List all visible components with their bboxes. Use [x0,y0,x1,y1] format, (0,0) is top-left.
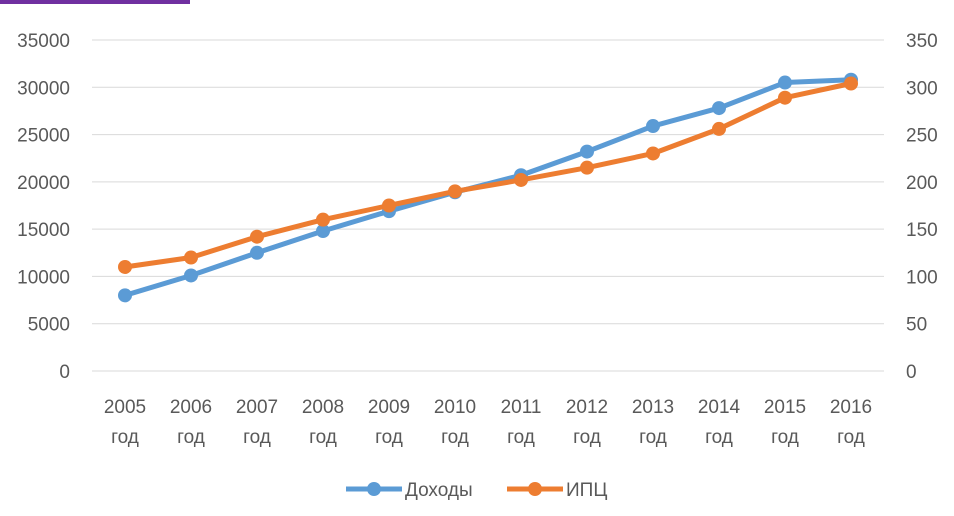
series-2-point [250,229,264,244]
x-tick-label: год [375,427,403,448]
x-tick-label: год [837,427,865,448]
y-right-tick-label: 350 [906,31,938,52]
y-left-tick-label: 5000 [28,315,70,336]
series-line-2 [122,81,854,270]
series-1-point [580,144,594,159]
x-tick-label: год [573,427,601,448]
y-left-tick-label: 30000 [17,78,70,99]
x-tick-label: 2011 [501,397,542,418]
x-tick-label: 2009 [368,397,410,418]
legend-label: Доходы [405,480,473,501]
x-tick-label: год [111,427,139,448]
series-2-point [514,172,528,187]
x-tick-label: год [639,427,667,448]
series-2-point [580,160,594,175]
x-tick-label: год [507,427,535,448]
series-2-point [646,146,660,161]
x-tick-label: 2008 [302,397,344,418]
x-tick-label: 2014 [698,397,741,418]
series-1-point [184,268,198,283]
x-tick-label: 2006 [170,397,212,418]
x-tick-label: 2005 [104,397,146,418]
y-left-tick-label: 15000 [17,220,70,241]
series-2-point [316,212,330,227]
series-2-point [448,184,462,199]
y-right-tick-label: 300 [906,78,938,99]
x-tick-label: год [771,427,799,448]
x-tick-label: 2015 [764,397,806,418]
series-1-point [250,245,264,260]
series-2-point [778,90,792,105]
x-tick-label: год [177,427,205,448]
series-2-point [844,76,858,91]
x-tick-label: 2010 [434,397,476,418]
y-left-tick-label: 10000 [17,267,70,288]
x-tick-label: год [243,427,271,448]
x-tick-label: 2012 [566,397,608,418]
series-1-point [778,75,792,90]
y-left-tick-label: 20000 [17,173,70,194]
top-accent-bar [0,0,190,4]
x-tick-label: год [441,427,469,448]
legend-marker [528,482,542,496]
x-tick-label: 2016 [830,397,872,418]
x-tick-label: 2013 [632,397,674,418]
series-1-point [316,224,330,239]
legend-label: ИПЦ [566,480,607,501]
y-left-tick-label: 0 [59,362,70,383]
series-1-point [646,119,660,134]
series-2-point [712,121,726,136]
y-right-tick-label: 0 [906,362,917,383]
x-tick-label: год [309,427,337,448]
y-right-tick-label: 50 [906,315,927,336]
y-right-tick-label: 200 [906,173,938,194]
legend-marker [367,482,381,496]
series-1-point [712,101,726,116]
x-tick-label: год [705,427,733,448]
y-right-tick-label: 250 [906,126,938,147]
x-tick-label: 2007 [236,397,278,418]
y-left-tick-label: 35000 [17,31,70,52]
series-2-point [184,250,198,265]
series-2-point [382,198,396,213]
y-right-tick-label: 100 [906,267,938,288]
y-right-tick-label: 150 [906,220,938,241]
y-left-tick-label: 25000 [17,126,70,147]
series-1-point [118,288,132,303]
series-2-point [118,259,132,274]
